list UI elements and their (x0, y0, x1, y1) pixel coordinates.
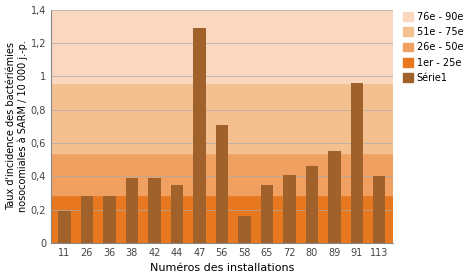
Bar (58, 211, 71, 243)
Bar (328, 151, 341, 243)
Bar (350, 83, 363, 243)
Bar (148, 178, 161, 243)
Bar (260, 185, 273, 243)
Legend: 76e - 90e, 51e - 75e, 26e - 50e, 1er - 25e, Série1: 76e - 90e, 51e - 75e, 26e - 50e, 1er - 2… (401, 10, 465, 85)
Bar (373, 176, 385, 243)
Y-axis label: Taux d'incidence des bactériémies
nosocomiales à SARM / 10 000 j.-p.: Taux d'incidence des bactériémies nosoco… (6, 40, 28, 212)
Bar (193, 28, 205, 243)
Bar (51, 9, 393, 83)
Bar (306, 166, 318, 243)
Bar (171, 185, 183, 243)
Bar (283, 175, 295, 243)
Bar (126, 178, 138, 243)
Bar (51, 195, 393, 243)
Bar (216, 125, 228, 243)
X-axis label: Numéros des installations: Numéros des installations (150, 263, 294, 273)
Bar (51, 83, 393, 153)
Bar (103, 196, 115, 243)
Bar (81, 196, 93, 243)
Bar (51, 153, 393, 195)
Bar (238, 216, 251, 243)
